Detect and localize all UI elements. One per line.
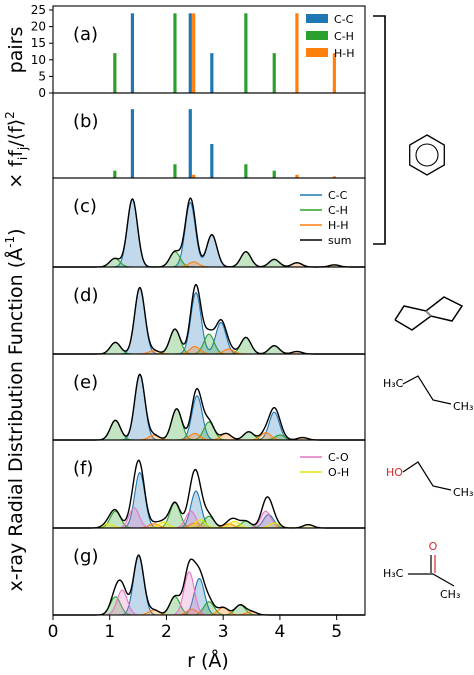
panels: 0 5 10 15 20 25 (a) C-C C-H H-H (b) (c) C-C C-H H-H sum…: [31, 3, 366, 616]
legend-label-sum: sum: [328, 234, 351, 247]
x-tick-label: 2: [161, 622, 172, 642]
panel-label: (f): [73, 458, 93, 479]
acetone-icon: O H₃C CH₃: [383, 540, 460, 601]
bar-c-c: [130, 109, 135, 178]
legend: C-C C-H H-H: [306, 13, 355, 60]
propanol-label-right: CH₃: [453, 486, 473, 499]
legend-label-c-h: C-H: [328, 204, 348, 217]
acetone-label-o: O: [429, 540, 438, 553]
series-sum-line: [53, 459, 365, 529]
butane-icon: H₃C CH₃: [383, 375, 473, 413]
bar-c-c: [130, 13, 135, 93]
panel-label: (a): [73, 24, 98, 45]
legend-swatch-c-h: [306, 31, 328, 40]
series-c-h-fill: [53, 408, 365, 440]
series-c-o-fill: [53, 507, 365, 528]
butane-label-left: H₃C: [383, 377, 404, 390]
panel-frame: [52, 92, 366, 179]
panel-label: (g): [73, 546, 98, 567]
bar-h-h: [332, 176, 336, 178]
x-tick-label: 4: [274, 622, 285, 642]
x-axis: 0 1 2 3 4 5: [48, 615, 342, 642]
series-c-h-fill: [53, 502, 365, 528]
x-tick-label: 0: [48, 622, 59, 642]
bar-c-h: [173, 164, 177, 178]
panel-d: (d): [52, 266, 366, 355]
legend-label-h-h: H-H: [334, 47, 355, 60]
panel-a: 0 5 10 15 20 25 (a) C-C C-H H-H: [31, 3, 366, 100]
bar-h-h: [192, 13, 196, 93]
acetone-label-right: CH₃: [440, 588, 460, 601]
y-tick-label: 5: [38, 69, 46, 83]
legend: C-C C-H H-H sum: [300, 189, 351, 247]
y-tick-label: 10: [31, 53, 46, 67]
series-c-h-fill: [53, 251, 365, 267]
panel-frame: [52, 527, 366, 616]
panel-g: (g): [52, 527, 366, 616]
legend-label-c-o: C-O: [328, 451, 349, 464]
benzene-bracket: [373, 15, 386, 245]
series-c-c-fill: [53, 199, 365, 267]
bar-c-c: [210, 143, 214, 178]
bar-h-h: [192, 174, 196, 178]
bar-c-h: [113, 170, 117, 178]
y-tick-label: 25: [31, 3, 46, 17]
y-tick-label: 20: [31, 20, 46, 34]
x-tick-label: 5: [331, 622, 342, 642]
panel-label: (b): [73, 111, 98, 132]
legend-label-o-h: O-H: [328, 466, 349, 479]
y-axis-label-pairs: pairs: [5, 27, 27, 74]
panel-label: (c): [73, 196, 97, 217]
bar-c-h: [244, 13, 248, 93]
bar-h-h: [332, 53, 336, 93]
acetone-label-left: H₃C: [383, 567, 404, 580]
x-tick-label: 3: [218, 622, 229, 642]
propanol-icon: HO CH₃: [386, 461, 473, 499]
panel-c: (c) C-C C-H H-H sum: [52, 177, 366, 268]
butane-label-right: CH₃: [453, 400, 473, 413]
propanol-label-ho: HO: [386, 466, 403, 479]
y-axis-label-weighted: × fifj/⟨f⟩2: [3, 111, 30, 189]
legend-label-c-c: C-C: [334, 13, 354, 26]
cyclohexane-icon: [394, 296, 464, 331]
y-axis-label-rdf: x-ray Radial Distribution Function (Å-1): [3, 228, 27, 591]
series-c-c-fill: [53, 555, 365, 615]
bar-c-c: [188, 109, 192, 178]
bar-c-c: [210, 53, 214, 93]
panel-b: (b): [52, 92, 366, 179]
x-tick-label: 1: [104, 622, 115, 642]
series-c-h-fill: [53, 596, 365, 615]
y-tick-label: 15: [31, 36, 46, 50]
bar-c-h: [272, 170, 276, 178]
bar-h-h: [295, 174, 299, 178]
legend-swatch-c-c: [306, 14, 328, 23]
panel-label: (e): [73, 372, 98, 393]
bar-h-h: [295, 13, 299, 93]
legend-swatch-h-h: [306, 48, 328, 57]
y-tick-label: 0: [38, 86, 46, 100]
bar-c-c: [188, 13, 192, 93]
panel-f: (f) C-O O-H: [52, 439, 366, 529]
bar-c-h: [244, 164, 248, 178]
panel-frame: [52, 439, 366, 529]
benzene-icon: [409, 134, 445, 176]
bar-c-h: [113, 53, 117, 93]
legend-label-c-h: C-H: [334, 30, 354, 43]
panel-label: (d): [73, 285, 98, 306]
bar-c-h: [173, 13, 177, 93]
panel-e: (e): [52, 353, 366, 441]
legend-label-h-h: H-H: [328, 219, 349, 232]
x-axis-label: r (Å): [187, 649, 229, 672]
legend: C-O O-H: [300, 451, 349, 479]
bar-c-h: [272, 53, 276, 93]
legend-label-c-c: C-C: [328, 189, 348, 202]
series-c-h-fill: [53, 329, 365, 354]
